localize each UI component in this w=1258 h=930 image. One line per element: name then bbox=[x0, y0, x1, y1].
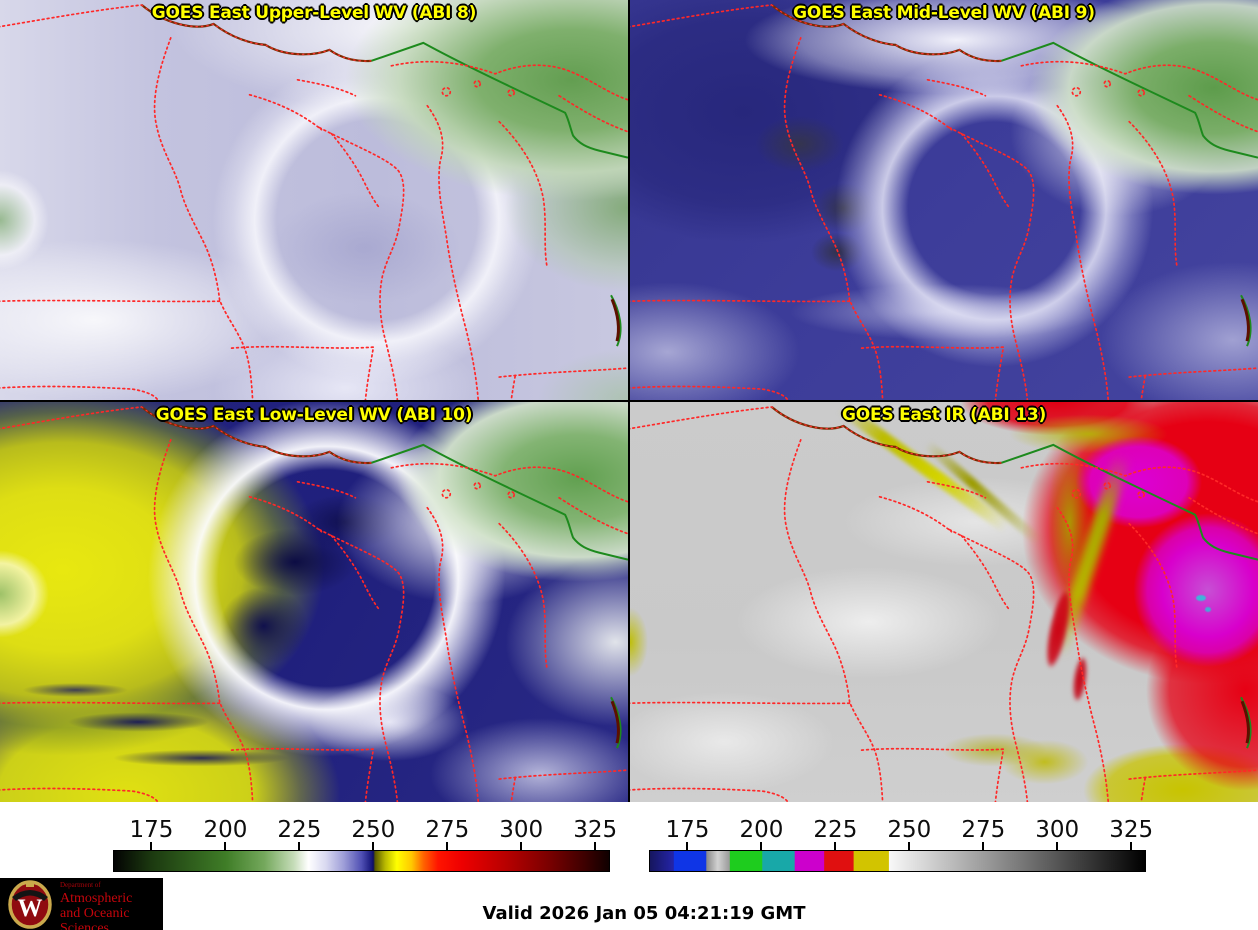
colorbar-tick bbox=[686, 842, 689, 850]
panel-title-upper-wv: GOES East Upper-Level WV (ABI 8) bbox=[151, 3, 477, 23]
colorbar-tick-label: 200 bbox=[203, 817, 248, 843]
colorbar-tick bbox=[446, 842, 449, 850]
logo-atmospheric: Atmospheric bbox=[60, 890, 133, 906]
map-borders-overlay bbox=[0, 402, 628, 802]
panel-upper-level-wv: GOES East Upper-Level WV (ABI 8) bbox=[0, 0, 628, 400]
colorbar-tick-label: 225 bbox=[277, 817, 322, 843]
colorbar-tick bbox=[982, 842, 985, 850]
panel-title-ir: GOES East IR (ABI 13) bbox=[841, 405, 1047, 425]
panel-mid-level-wv: GOES East Mid-Level WV (ABI 9) bbox=[630, 0, 1258, 400]
uw-crest-icon: W bbox=[8, 880, 52, 929]
colorbar-tick bbox=[372, 842, 375, 850]
valid-timestamp: Valid 2026 Jan 05 04:21:19 GMT bbox=[482, 903, 806, 924]
colorbar-tick-label: 250 bbox=[887, 817, 932, 843]
panel-low-level-wv: GOES East Low-Level WV (ABI 10) bbox=[0, 402, 628, 802]
colorbar-tick-label: 300 bbox=[1035, 817, 1080, 843]
logo-department-of: Department of bbox=[60, 881, 101, 889]
colorbar-tick-label: 300 bbox=[499, 817, 544, 843]
colorbar-tick bbox=[908, 842, 911, 850]
colorbar-wv: 175 200 225 250 275 300 325 bbox=[113, 817, 617, 873]
colorbar-tick-label: 225 bbox=[813, 817, 858, 843]
colorbar-ir-gradient bbox=[649, 850, 1146, 872]
colorbar-tick-label: 175 bbox=[665, 817, 710, 843]
colorbar-ir: 175 200 225 250 275 300 325 bbox=[649, 817, 1153, 873]
panel-title-mid-wv: GOES East Mid-Level WV (ABI 9) bbox=[793, 3, 1095, 23]
map-borders-overlay bbox=[630, 0, 1258, 400]
colorbar-tick bbox=[298, 842, 301, 850]
colorbar-tick-label: 200 bbox=[739, 817, 784, 843]
colorbar-tick bbox=[594, 842, 597, 850]
svg-text:W: W bbox=[18, 895, 43, 922]
colorbar-tick-label: 250 bbox=[351, 817, 396, 843]
colorbar-tick bbox=[224, 842, 227, 850]
colorbar-tick-label: 275 bbox=[961, 817, 1006, 843]
colorbar-tick-label: 325 bbox=[1109, 817, 1154, 843]
panel-title-low-wv: GOES East Low-Level WV (ABI 10) bbox=[155, 405, 473, 425]
colorbar-tick-label: 175 bbox=[129, 817, 174, 843]
uw-aos-logo: W Department of Atmospheric and Oceanic … bbox=[0, 878, 163, 930]
map-borders-overlay bbox=[630, 402, 1258, 802]
colorbar-wv-gradient bbox=[113, 850, 610, 872]
panel-ir: GOES East IR (ABI 13) bbox=[630, 402, 1258, 802]
colorbar-tick bbox=[1130, 842, 1133, 850]
uw-aos-logo-text: Department of Atmospheric and Oceanic Sc… bbox=[60, 881, 163, 930]
colorbar-tick bbox=[520, 842, 523, 850]
colorbar-tick bbox=[150, 842, 153, 850]
colorbar-tick bbox=[760, 842, 763, 850]
colorbar-tick-label: 275 bbox=[425, 817, 470, 843]
colorbar-tick bbox=[834, 842, 837, 850]
logo-oceanic-sciences: and Oceanic Sciences bbox=[60, 905, 130, 930]
map-borders-overlay bbox=[0, 0, 628, 400]
colorbar-tick bbox=[1056, 842, 1059, 850]
satellite-panel-grid: GOES East Upper-Level WV (ABI 8) GOES Ea… bbox=[0, 0, 1258, 802]
colorbar-tick-label: 325 bbox=[573, 817, 618, 843]
